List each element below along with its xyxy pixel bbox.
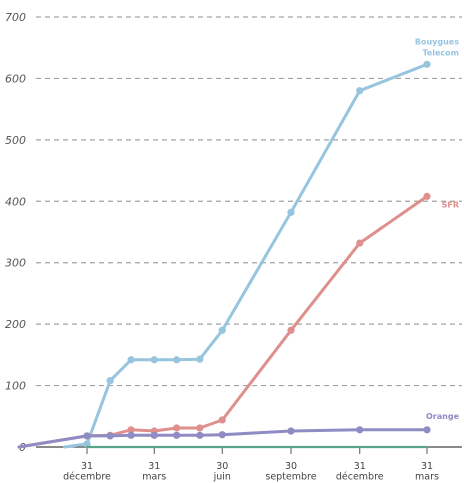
series-label: SFR [442,200,459,209]
data-point [173,431,181,439]
x-tick-label: 31mars2022 [415,461,439,483]
x-tick-label: 31décembre2021 [336,461,384,483]
x-tick-label: 30septembre2021 [265,461,316,483]
data-point [423,60,431,68]
y-tick-label: 200 [5,318,26,331]
x-tick-label: 31mars2021 [142,461,166,483]
data-point [196,431,204,439]
data-point [356,426,364,434]
data-point [127,426,135,434]
data-point [218,431,226,439]
data-point [106,377,114,385]
data-point [196,424,204,432]
series-lines [17,60,431,449]
data-point [150,356,158,364]
data-point [173,356,181,364]
data-point [356,239,364,247]
data-point [218,416,226,424]
x-axis: 31décembre2020 31mars2021 30juin2021 30sept… [63,447,439,483]
y-tick-label: 100 [5,380,26,393]
data-point [173,424,181,432]
y-tick-label: 700 [5,11,26,24]
series-labels: Bouygues Telecom SFR Orange [415,37,460,421]
data-point [287,427,295,435]
x-tick-label: 31décembre2020 [63,461,111,483]
data-point [196,355,204,363]
data-point [127,431,135,439]
series-bouygues-telecom [63,60,431,449]
x-tick-label: 30juin2021 [210,461,234,483]
data-point [150,431,158,439]
y-tick-label: 400 [5,195,26,208]
data-point [356,87,364,95]
series-label: Bouygues Telecom [415,37,459,57]
data-point [83,440,91,448]
data-point [287,208,295,216]
series-sfr [17,192,431,449]
y-tick-label: 600 [5,72,26,85]
series-line [17,194,429,449]
data-point [423,192,431,200]
data-point [106,432,114,440]
data-point [127,356,135,364]
data-point [218,326,226,334]
data-point [287,326,295,334]
series-orange [17,426,431,449]
series-label: Orange [426,412,460,421]
data-point [83,432,91,440]
data-point [423,426,431,434]
y-tick-label: 300 [5,257,26,270]
y-tick-label: 500 [5,134,26,147]
